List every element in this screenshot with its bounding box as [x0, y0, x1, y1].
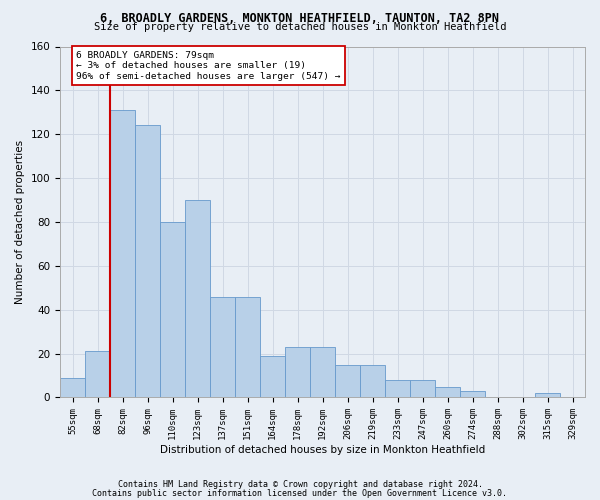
- Bar: [460, 391, 485, 398]
- Bar: [60, 378, 85, 398]
- Bar: [160, 222, 185, 398]
- Bar: [360, 364, 385, 398]
- Y-axis label: Number of detached properties: Number of detached properties: [15, 140, 25, 304]
- Text: Size of property relative to detached houses in Monkton Heathfield: Size of property relative to detached ho…: [94, 22, 506, 32]
- Bar: [135, 126, 160, 398]
- Text: Contains public sector information licensed under the Open Government Licence v3: Contains public sector information licen…: [92, 488, 508, 498]
- Bar: [535, 393, 560, 398]
- Bar: [210, 296, 235, 398]
- Bar: [435, 386, 460, 398]
- Bar: [335, 364, 360, 398]
- Text: Contains HM Land Registry data © Crown copyright and database right 2024.: Contains HM Land Registry data © Crown c…: [118, 480, 482, 489]
- Bar: [185, 200, 210, 398]
- Bar: [385, 380, 410, 398]
- Bar: [410, 380, 435, 398]
- Bar: [310, 347, 335, 398]
- Bar: [235, 296, 260, 398]
- Bar: [85, 352, 110, 398]
- Bar: [260, 356, 285, 398]
- Text: 6 BROADLY GARDENS: 79sqm
← 3% of detached houses are smaller (19)
96% of semi-de: 6 BROADLY GARDENS: 79sqm ← 3% of detache…: [76, 51, 341, 80]
- Text: 6, BROADLY GARDENS, MONKTON HEATHFIELD, TAUNTON, TA2 8PN: 6, BROADLY GARDENS, MONKTON HEATHFIELD, …: [101, 12, 499, 26]
- Bar: [110, 110, 135, 398]
- Bar: [285, 347, 310, 398]
- X-axis label: Distribution of detached houses by size in Monkton Heathfield: Distribution of detached houses by size …: [160, 445, 485, 455]
